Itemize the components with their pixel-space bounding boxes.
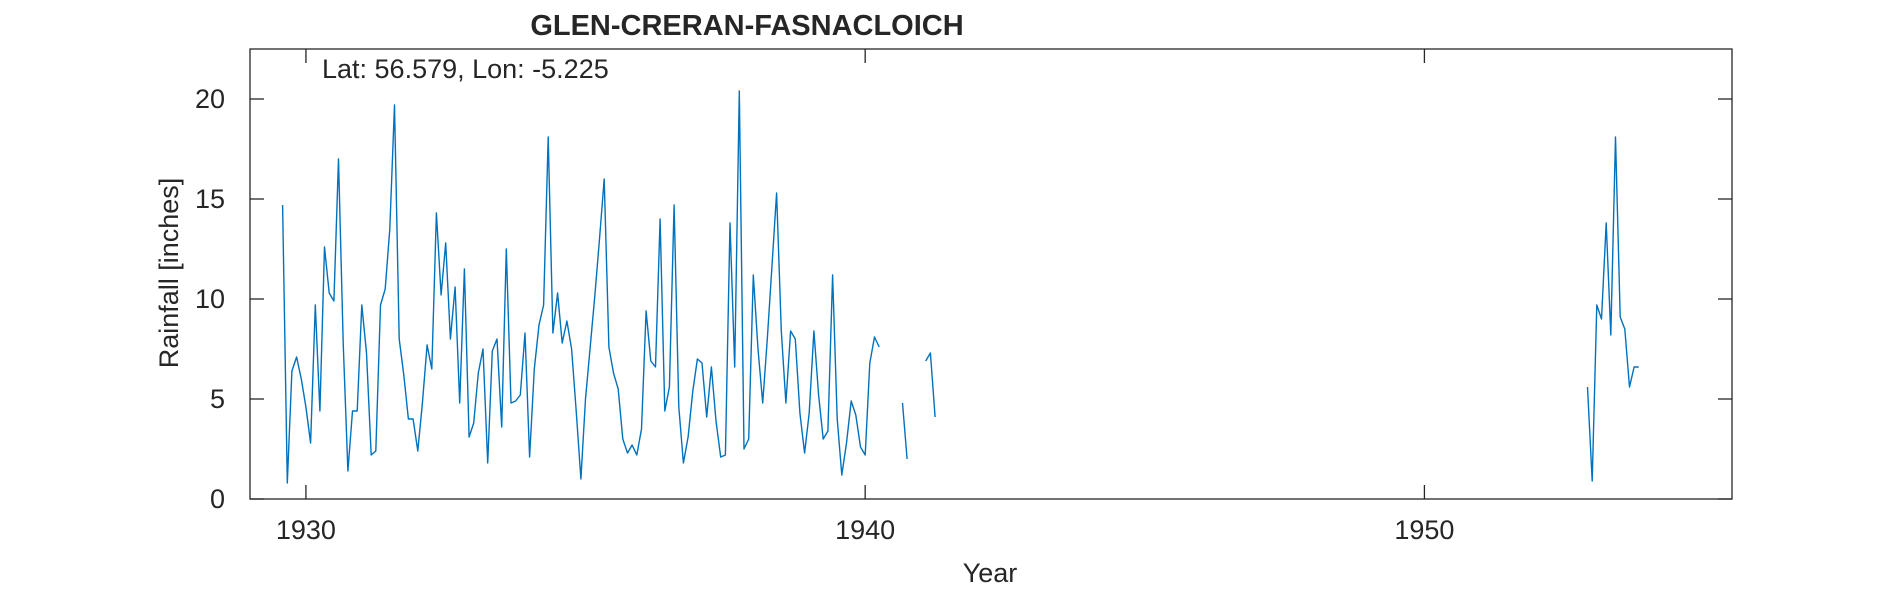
- x-tick-label: 1950: [1394, 515, 1454, 545]
- y-tick-label: 5: [210, 384, 225, 414]
- x-tick-label: 1940: [835, 515, 895, 545]
- series-line-segment: [925, 352, 936, 418]
- rainfall-series: [281, 90, 1639, 484]
- chart-title: GLEN-CRERAN-FASNACLOICH: [530, 10, 963, 42]
- series-line-segment: [281, 90, 880, 484]
- y-tick-label: 10: [195, 284, 225, 314]
- series-line-segment: [901, 402, 908, 460]
- x-axis-ticks: 1930 1940 1950: [276, 49, 1454, 545]
- y-tick-label: 0: [210, 484, 225, 514]
- x-axis-label: Year: [963, 558, 1018, 588]
- y-tick-label: 15: [195, 184, 225, 214]
- series-line-segment: [1586, 136, 1639, 482]
- location-annotation: Lat: 56.579, Lon: -5.225: [322, 54, 609, 84]
- y-tick-label: 20: [195, 84, 225, 114]
- x-tick-label: 1930: [276, 515, 336, 545]
- plot-area-frame: [249, 48, 1733, 500]
- y-axis-ticks: 0 5 10 15 20: [195, 84, 1732, 514]
- y-axis-label: Rainfall [inches]: [154, 178, 184, 369]
